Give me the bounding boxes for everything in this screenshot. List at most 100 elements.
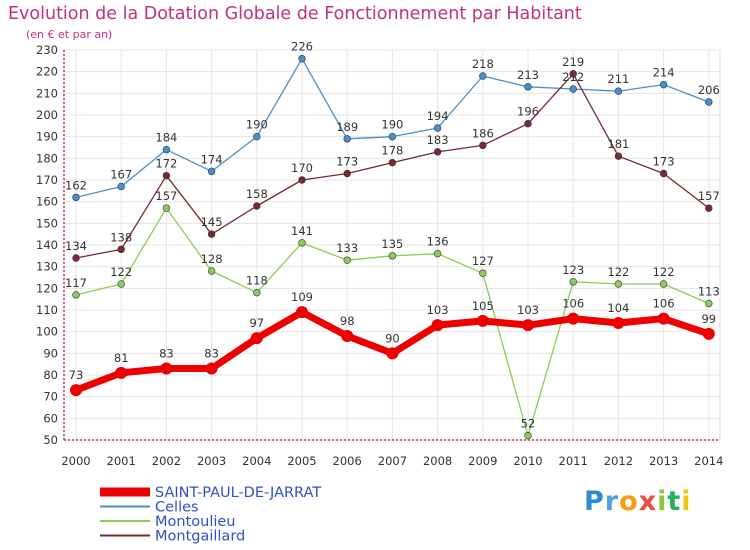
x-tick-label: 2013 [649, 454, 678, 468]
y-tick-label: 210 [36, 86, 58, 100]
data-label-saint-paul-de-jarrat: 90 [385, 331, 400, 345]
data-label-saint-paul-de-jarrat: 97 [249, 316, 264, 330]
x-tick-label: 2008 [423, 454, 452, 468]
data-label-montoulieu: 133 [336, 241, 358, 255]
data-point-celles [433, 124, 442, 132]
data-label-montgaillard: 186 [472, 126, 494, 140]
data-label-montoulieu: 52 [521, 417, 536, 431]
data-point-celles [253, 132, 261, 141]
data-label-montgaillard: 173 [653, 155, 675, 169]
proxiti-logo: Proxiti [584, 486, 692, 517]
legend-label-celles: Celles [155, 500, 199, 516]
data-label-saint-paul-de-jarrat: 106 [653, 297, 675, 311]
data-label-saint-paul-de-jarrat: 83 [204, 347, 219, 361]
data-point-saint-paul-de-jarrat [250, 332, 263, 345]
data-point-montoulieu [72, 291, 80, 299]
data-point-montgaillard [479, 141, 487, 150]
y-tick-label: 120 [36, 281, 58, 295]
y-tick-label: 70 [43, 390, 58, 404]
data-point-celles [614, 87, 623, 95]
data-label-montgaillard: 181 [607, 137, 629, 151]
data-label-montoulieu: 118 [246, 274, 268, 288]
x-tick-label: 2011 [559, 454, 588, 468]
data-point-saint-paul-de-jarrat [386, 347, 399, 360]
x-tick-label: 2005 [287, 454, 316, 468]
data-label-montgaillard: 138 [110, 230, 132, 244]
data-point-celles [705, 98, 713, 106]
data-point-montoulieu [388, 252, 397, 260]
data-label-celles: 218 [472, 57, 494, 71]
data-label-montoulieu: 141 [291, 224, 313, 238]
data-label-celles: 214 [653, 66, 675, 80]
data-point-montgaillard [569, 70, 577, 78]
x-tick-label: 2007 [378, 454, 407, 468]
data-point-saint-paul-de-jarrat [70, 384, 82, 397]
y-tick-label: 130 [36, 260, 58, 274]
data-point-saint-paul-de-jarrat [522, 319, 534, 332]
data-label-celles: 184 [155, 131, 177, 145]
x-tick-label: 2000 [61, 454, 90, 468]
data-label-celles: 226 [291, 40, 313, 54]
data-point-montgaillard [253, 202, 261, 210]
data-point-montgaillard [162, 171, 171, 180]
x-tick-label: 2004 [242, 454, 271, 468]
data-point-montgaillard [343, 169, 351, 178]
y-tick-label: 60 [43, 411, 58, 425]
data-label-montgaillard: 170 [291, 161, 313, 175]
data-label-montoulieu: 122 [110, 265, 132, 279]
data-point-montoulieu [524, 431, 532, 440]
data-point-saint-paul-de-jarrat [702, 327, 715, 340]
x-tick-label: 2006 [333, 454, 362, 468]
data-label-montoulieu: 157 [155, 189, 177, 203]
data-point-saint-paul-de-jarrat [476, 314, 489, 327]
y-tick-label: 220 [36, 65, 58, 79]
data-label-celles: 174 [201, 152, 223, 166]
y-tick-label: 50 [43, 433, 58, 447]
data-label-saint-paul-de-jarrat: 104 [607, 301, 629, 315]
data-point-celles [479, 72, 487, 80]
y-tick-label: 110 [36, 303, 58, 317]
data-point-saint-paul-de-jarrat [115, 366, 128, 379]
data-point-montoulieu [433, 249, 442, 258]
data-point-montoulieu [659, 280, 668, 288]
data-label-montoulieu: 123 [562, 263, 584, 277]
x-tick-label: 2001 [107, 454, 136, 468]
data-point-celles [162, 145, 171, 154]
data-label-montgaillard: 196 [517, 105, 539, 119]
data-label-saint-paul-de-jarrat: 99 [701, 312, 716, 326]
data-label-celles: 189 [336, 120, 358, 134]
data-label-montgaillard: 157 [698, 189, 720, 203]
y-tick-label: 160 [36, 195, 58, 209]
y-tick-label: 170 [36, 173, 58, 187]
data-label-montoulieu: 135 [381, 237, 403, 251]
data-point-saint-paul-de-jarrat [657, 312, 670, 325]
data-point-celles [298, 54, 306, 63]
data-label-montgaillard: 183 [427, 133, 449, 147]
data-label-montoulieu: 128 [201, 252, 223, 266]
data-point-saint-paul-de-jarrat [205, 362, 218, 375]
data-point-montgaillard [705, 204, 713, 212]
data-point-celles [569, 85, 577, 93]
data-label-celles: 213 [517, 68, 539, 82]
data-point-montgaillard [117, 245, 125, 254]
data-point-montoulieu [479, 269, 487, 277]
x-tick-label: 2003 [197, 454, 226, 468]
data-label-celles: 167 [110, 168, 132, 182]
x-tick-label: 2010 [513, 454, 542, 468]
chart-subtitle: (en € et par an) [26, 28, 113, 41]
data-label-montgaillard: 173 [336, 155, 358, 169]
data-point-montoulieu [162, 204, 171, 212]
data-point-celles [524, 83, 532, 91]
y-tick-label: 100 [36, 325, 58, 339]
data-point-montoulieu [569, 278, 577, 286]
data-label-saint-paul-de-jarrat: 109 [291, 290, 313, 304]
data-label-saint-paul-de-jarrat: 105 [472, 299, 494, 313]
y-tick-label: 150 [36, 216, 58, 230]
data-label-montoulieu: 113 [698, 285, 720, 299]
data-label-montgaillard: 158 [246, 187, 268, 201]
data-point-montoulieu [705, 299, 713, 308]
data-label-montoulieu: 136 [427, 235, 449, 249]
data-point-celles [343, 135, 351, 143]
data-point-montoulieu [207, 267, 216, 275]
